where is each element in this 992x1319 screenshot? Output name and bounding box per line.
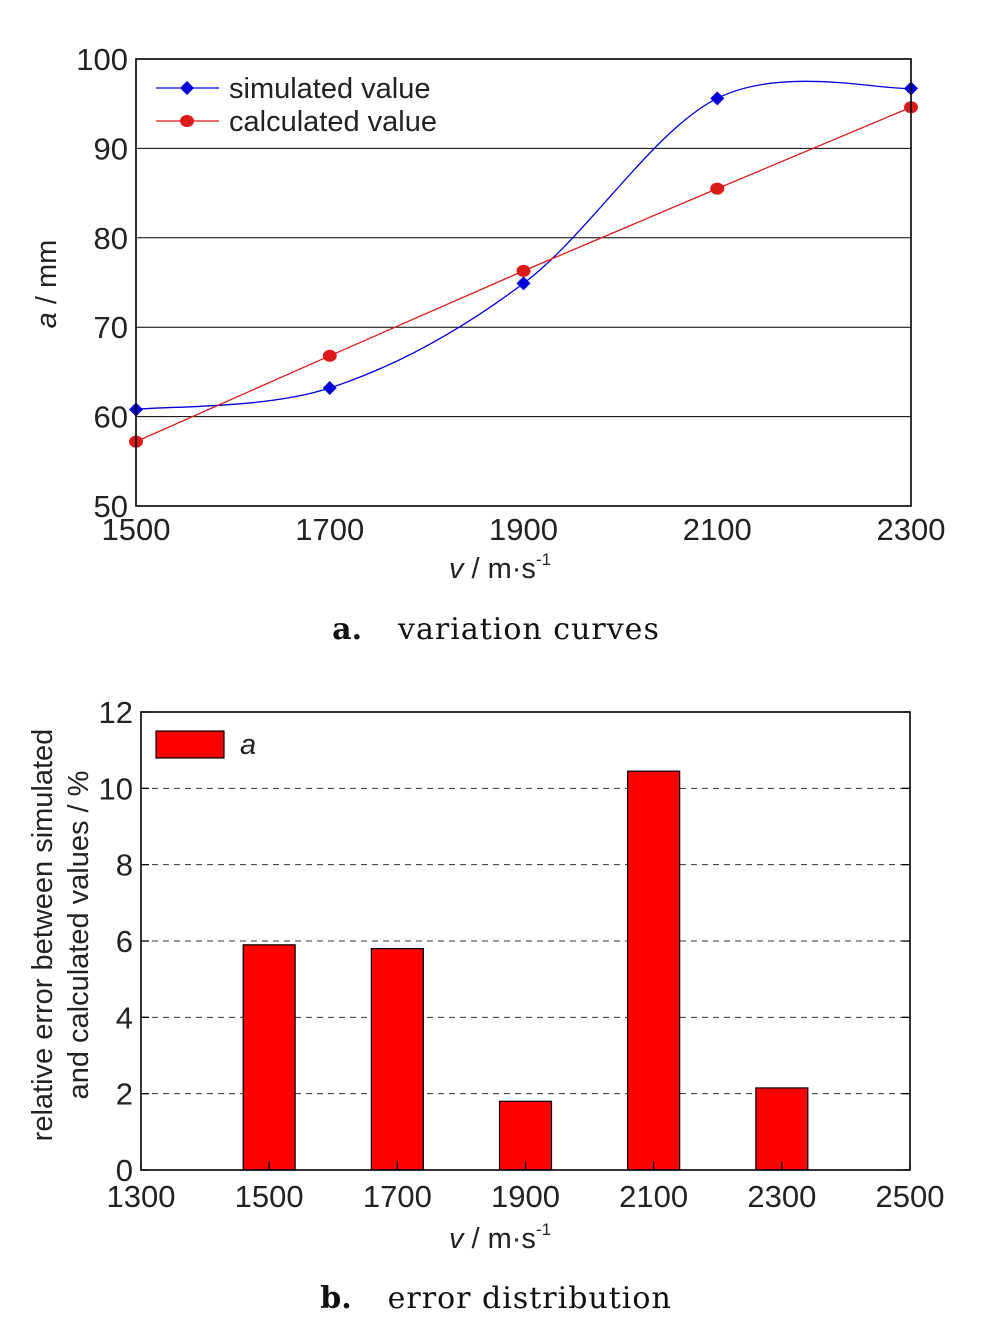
b-bars: [242, 770, 809, 1171]
b-x-tick-label: 2100: [619, 1179, 688, 1214]
b-legend-label: a: [240, 729, 256, 761]
a-point-simulated: [516, 276, 531, 291]
b-x-tick-label: 1300: [107, 1179, 176, 1214]
a-x-tick-label: 1900: [489, 512, 558, 547]
b-x-tick-label: 1700: [363, 1179, 432, 1214]
a-x-tick-label: 1700: [295, 512, 364, 547]
b-y-tick-label: 8: [116, 848, 133, 883]
chart-a: 50 60 70 80 90 100 1500 1700 1900 2100 2300 simula…: [31, 42, 945, 647]
a-y-axis-unit: / mm: [31, 240, 63, 313]
a-point-calculated: [516, 264, 531, 277]
b-x-tick-label: 2300: [747, 1179, 816, 1214]
b-y-tick-label: 0: [116, 1153, 133, 1188]
a-point-calculated: [322, 349, 337, 362]
b-bar: [498, 1100, 553, 1171]
a-gridlines: [136, 147, 911, 418]
a-x-tick-label: 2300: [877, 512, 946, 547]
a-y-tick-label: 90: [94, 131, 128, 166]
a-point-simulated: [322, 380, 337, 395]
a-legend-label: calculated value: [229, 106, 437, 138]
b-x-axis-unit: / m·s: [463, 1223, 536, 1255]
a-x-tick-label: 2100: [683, 512, 752, 547]
a-x-axis-unit: / m·s: [463, 553, 536, 585]
b-x-tick-label: 1500: [235, 1179, 304, 1214]
b-bar: [755, 1087, 809, 1171]
b-bar: [242, 944, 296, 1171]
b-x-tick-label: 1900: [491, 1179, 560, 1214]
a-point-calculated: [710, 182, 725, 195]
a-tick-labels: 50 60 70 80 90 100 1500 1700 1900 2100 2300: [76, 42, 945, 547]
a-x-axis-sup: -1: [536, 550, 551, 569]
a-y-tick-label: 100: [76, 42, 128, 77]
b-caption: b. error distribution: [320, 1281, 672, 1316]
a-y-tick-label: 50: [94, 489, 128, 524]
b-tick-labels: 0 2 4 6 8 10 12 1300 1500 1700 1900 2100 2300 2500: [99, 695, 945, 1214]
a-y-tick-label: 70: [94, 310, 128, 345]
b-x-axis-var: v: [449, 1223, 465, 1255]
a-y-tick-label: 60: [94, 400, 128, 435]
b-y-tick-label: 2: [116, 1077, 133, 1112]
a-y-axis-label: a / mm: [31, 240, 63, 329]
a-caption-text: variation curves: [397, 612, 660, 647]
b-bar: [627, 770, 681, 1171]
b-y-tick-label: 6: [116, 924, 133, 959]
b-caption-text: error distribution: [388, 1281, 672, 1316]
a-y-tick-label: 80: [94, 221, 128, 256]
a-x-axis-label: v / m·s-1: [449, 550, 551, 585]
a-x-tick-label: 1500: [102, 512, 171, 547]
b-bar: [370, 948, 424, 1171]
b-legend: a: [155, 729, 256, 761]
a-plot-frame: [135, 58, 912, 507]
a-legend-label: simulated value: [229, 73, 431, 105]
b-y-tick-label: 10: [99, 771, 133, 806]
a-legend-marker: [180, 115, 194, 127]
b-legend-swatch: [155, 730, 225, 759]
a-y-axis-var: a: [31, 312, 63, 328]
a-x-axis-var: v: [449, 553, 465, 585]
b-y-axis-label-line1: relative error between simulated: [27, 729, 59, 1142]
a-point-simulated: [710, 91, 725, 106]
b-x-axis-label: v / m·s-1: [449, 1220, 551, 1255]
b-caption-letter: b.: [320, 1281, 351, 1316]
a-caption: a. variation curves: [332, 612, 660, 647]
a-caption-letter: a.: [332, 612, 362, 647]
b-y-tick-label: 12: [99, 695, 133, 730]
b-y-axis-label-line2: and calculated values / %: [63, 771, 95, 1100]
b-x-tick-label: 2500: [876, 1179, 945, 1214]
a-legend-marker: [180, 81, 194, 95]
b-y-tick-label: 4: [116, 1000, 133, 1035]
b-x-axis-sup: -1: [536, 1220, 551, 1239]
